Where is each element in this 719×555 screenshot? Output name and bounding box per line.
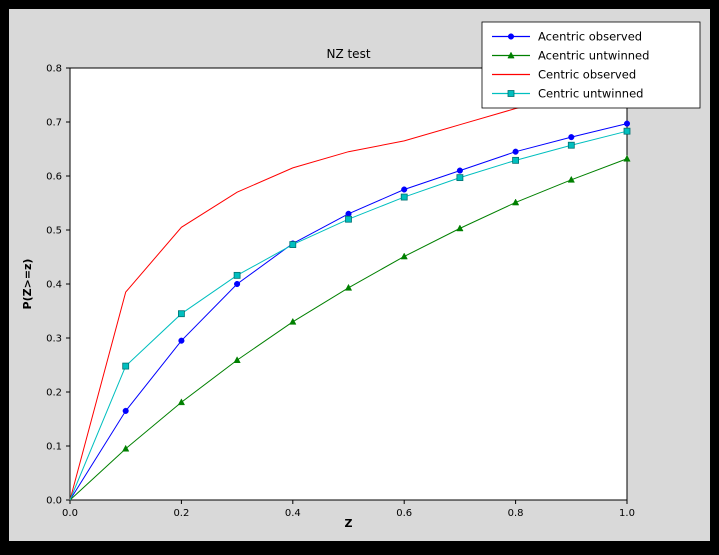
- marker-triangle: [507, 51, 515, 59]
- marker-circle: [512, 148, 519, 155]
- legend-entry-centric-observed: Centric observed: [492, 68, 636, 82]
- x-tick-label: 0.0: [62, 508, 78, 519]
- y-tick-label: 0.7: [46, 118, 62, 129]
- x-tick-label: 0.6: [396, 508, 412, 519]
- marker-square: [122, 362, 130, 370]
- y-tick-label: 0.4: [46, 280, 62, 291]
- marker-triangle: [623, 154, 631, 162]
- legend-entry-acentric-untwinned: Acentric untwinned: [492, 49, 649, 63]
- x-tick-label: 0.8: [508, 508, 524, 519]
- marker-circle: [568, 134, 575, 141]
- marker-triangle: [456, 224, 464, 232]
- legend: Acentric observed Acentric untwinned Centr…: [481, 21, 701, 109]
- marker-circle: [345, 210, 352, 217]
- marker-triangle: [289, 317, 297, 325]
- marker-triangle: [567, 175, 575, 183]
- marker-circle: [178, 337, 185, 344]
- marker-circle: [122, 407, 129, 414]
- marker-circle: [401, 186, 408, 193]
- legend-entry-centric-untwinned: Centric untwinned: [492, 87, 643, 101]
- legend-entry-acentric-observed: Acentric observed: [492, 30, 642, 44]
- marker-triangle: [233, 356, 241, 363]
- marker-square: [456, 174, 464, 182]
- marker-circle: [234, 280, 241, 288]
- marker-square: [177, 310, 185, 318]
- marker-triangle: [400, 252, 408, 260]
- legend-label: Centric untwinned: [538, 87, 643, 101]
- legend-label: Acentric untwinned: [538, 49, 649, 63]
- x-tick-label: 0.4: [285, 508, 301, 519]
- marker-circle: [456, 167, 463, 174]
- marker-square: [345, 215, 352, 223]
- series-acentric-untwinned: [69, 154, 631, 501]
- x-axis-label: Z: [345, 517, 353, 530]
- series-centric-untwinned: [69, 127, 631, 501]
- marker-triangle: [122, 444, 130, 452]
- marker-triangle: [344, 283, 353, 291]
- y-tick-label: 0.0: [46, 496, 62, 507]
- marker-square: [289, 241, 297, 248]
- y-tick-label: 0.8: [46, 64, 62, 75]
- y-tick-label: 0.2: [46, 388, 62, 399]
- y-tick-label: 0.6: [46, 172, 62, 183]
- y-tick-label: 0.1: [46, 442, 62, 453]
- marker-square: [623, 127, 631, 135]
- marker-triangle: [177, 398, 186, 406]
- legend-label: Centric observed: [538, 68, 636, 82]
- x-tick-label: 1.0: [619, 508, 635, 519]
- marker-circle: [507, 33, 515, 40]
- y-tick-label: 0.5: [46, 226, 62, 237]
- legend-label: Acentric observed: [538, 30, 642, 44]
- series-acentric-observed: [69, 120, 631, 501]
- marker-square: [567, 141, 575, 149]
- marker-circle: [623, 120, 631, 127]
- marker-triangle: [511, 198, 520, 206]
- chart-title: NZ test: [326, 47, 370, 61]
- y-axis-label: P(Z>=z): [21, 259, 34, 310]
- marker-square: [233, 271, 241, 279]
- marker-square: [507, 90, 515, 97]
- marker-square: [512, 156, 519, 164]
- marker-square: [400, 193, 408, 201]
- y-tick-label: 0.3: [46, 334, 62, 345]
- x-tick-label: 0.2: [173, 508, 189, 519]
